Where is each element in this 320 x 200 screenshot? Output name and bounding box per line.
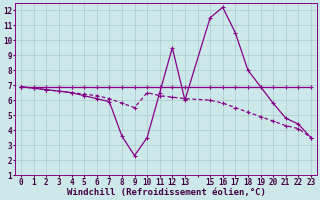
X-axis label: Windchill (Refroidissement éolien,°C): Windchill (Refroidissement éolien,°C) (67, 188, 266, 197)
